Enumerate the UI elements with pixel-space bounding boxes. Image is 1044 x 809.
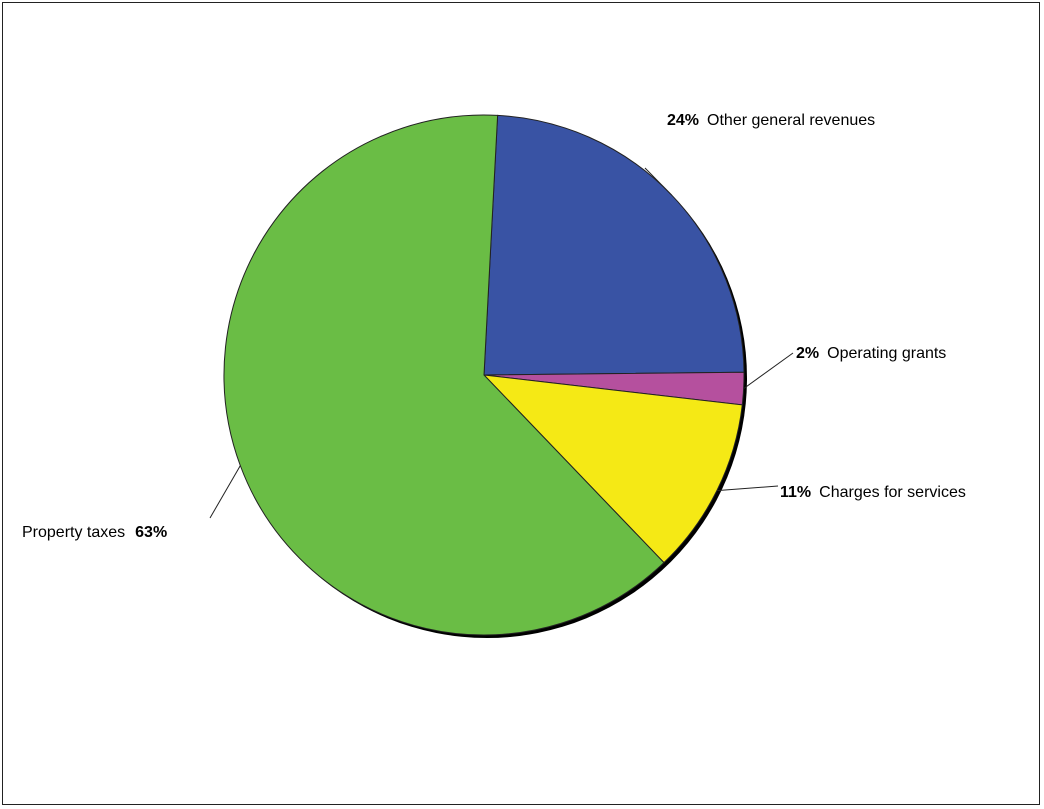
pct-charges-for-services: 11% — [780, 484, 811, 501]
slice-label-other-general-revenues: 24% Other general revenues — [667, 112, 875, 129]
pie-slice-property-taxes — [223, 114, 665, 636]
name-other-general-revenues: Other general revenues — [707, 112, 875, 129]
slice-label-operating-grants: 2% Operating grants — [796, 345, 946, 362]
slice-label-property-taxes: Property taxes 63% — [22, 524, 167, 541]
pie-slice-charges-for-services — [482, 374, 743, 564]
slice-label-charges-for-services: 11% Charges for services — [780, 484, 966, 501]
leader-line-operating-grants — [743, 352, 794, 390]
pct-operating-grants: 2% — [796, 345, 819, 362]
name-charges-for-services: Charges for services — [819, 484, 966, 501]
leader-line-other-general-revenues — [644, 167, 673, 196]
name-property-taxes: Property taxes — [22, 524, 125, 541]
pct-other-general-revenues: 24% — [667, 112, 699, 129]
leader-line-charges-for-services — [716, 485, 779, 492]
pct-property-taxes: 63% — [135, 524, 167, 541]
leader-line-property-taxes — [209, 465, 241, 519]
name-operating-grants: Operating grants — [827, 345, 946, 362]
pie-slice-other-general-revenues — [483, 114, 745, 376]
